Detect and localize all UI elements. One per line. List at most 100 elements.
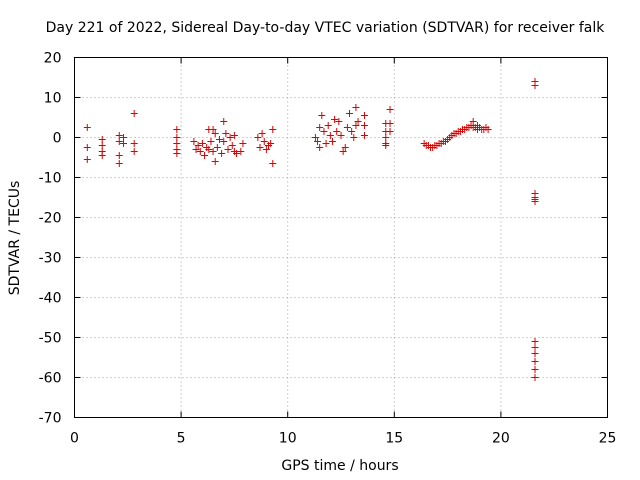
data-point [120, 140, 128, 147]
data-point [115, 152, 123, 159]
data-point [222, 130, 230, 137]
data-point [98, 136, 106, 143]
data-point [192, 146, 200, 153]
data-point [173, 126, 181, 133]
data-point [173, 140, 181, 147]
data-point [484, 126, 492, 133]
y-tick-label: -60 [39, 371, 62, 387]
data-point [331, 116, 339, 123]
data-point [346, 110, 354, 117]
data-point [531, 344, 539, 351]
data-point [316, 124, 324, 131]
x-tick-label: 25 [599, 431, 617, 447]
data-point [386, 128, 394, 135]
data-point [201, 152, 209, 159]
data-point [205, 146, 213, 153]
data-point [218, 150, 226, 157]
x-tick-label: 20 [492, 431, 510, 447]
data-point [267, 140, 275, 147]
data-point [335, 118, 343, 125]
data-point [83, 156, 91, 163]
y-tick-label: -70 [39, 411, 62, 427]
data-point [352, 104, 360, 111]
x-tick-label: 15 [385, 431, 403, 447]
data-point [337, 132, 345, 139]
data-point [354, 118, 362, 125]
data-point [226, 134, 234, 141]
data-point [98, 152, 106, 159]
data-point [220, 118, 228, 125]
y-tick-label: 0 [53, 131, 62, 147]
x-axis-label: GPS time / hours [281, 458, 398, 474]
data-point [469, 118, 477, 125]
data-point [339, 148, 347, 155]
data-point [190, 138, 198, 145]
axis-ticks [74, 57, 608, 418]
data-point [115, 138, 123, 145]
data-point [256, 144, 264, 151]
y-tick-label: -10 [39, 171, 62, 187]
data-point [83, 144, 91, 151]
data-point [348, 128, 356, 135]
data-point [311, 134, 319, 141]
data-point [213, 144, 221, 151]
x-tick-label: 10 [279, 431, 297, 447]
data-point [239, 140, 247, 147]
data-point [258, 130, 266, 137]
data-point [343, 124, 351, 131]
data-point [211, 158, 219, 165]
data-point [473, 122, 481, 129]
data-point [382, 134, 390, 141]
y-tick-label: 10 [44, 91, 62, 107]
data-point [316, 144, 324, 151]
data-point [209, 126, 217, 133]
data-point [120, 134, 128, 141]
data-point [360, 122, 368, 129]
data-point [531, 358, 539, 365]
data-point [333, 128, 341, 135]
data-point [130, 148, 138, 155]
y-tick-label: -30 [39, 251, 62, 267]
data-point [230, 132, 238, 139]
data-point [233, 150, 241, 157]
data-point [173, 134, 181, 141]
data-point [531, 350, 539, 357]
data-point [237, 148, 245, 155]
data-point [326, 132, 334, 139]
data-point [224, 146, 232, 153]
data-point [207, 138, 215, 145]
data-point [320, 128, 328, 135]
data-point [194, 142, 202, 149]
data-point [350, 134, 358, 141]
y-tick-label: -40 [39, 291, 62, 307]
data-point [260, 138, 268, 145]
data-point [328, 138, 336, 145]
data-point [98, 142, 106, 149]
x-tick-labels: 0 5 10 15 20 25 [70, 431, 616, 447]
y-tick-label: -20 [39, 211, 62, 227]
data-point [130, 110, 138, 117]
data-point [382, 142, 390, 149]
data-point [531, 198, 539, 205]
data-point [386, 106, 394, 113]
data-point [386, 120, 394, 127]
data-point [196, 148, 204, 155]
data-point [198, 140, 206, 147]
data-point [269, 126, 277, 133]
data-point [269, 160, 277, 167]
data-point [173, 150, 181, 157]
data-point [228, 142, 236, 149]
data-point [531, 338, 539, 345]
plot-frame [74, 57, 608, 418]
data-point [352, 122, 360, 129]
data-point [324, 122, 332, 129]
data-point [531, 374, 539, 381]
data-point [83, 124, 91, 131]
data-point [531, 366, 539, 373]
data-point [115, 132, 123, 139]
y-tick-labels: -70 -60 -50 -40 -30 -20 -10 0 10 20 [39, 51, 62, 427]
x-tick-label: 0 [70, 431, 79, 447]
data-point [322, 140, 330, 147]
data-point [209, 148, 217, 155]
